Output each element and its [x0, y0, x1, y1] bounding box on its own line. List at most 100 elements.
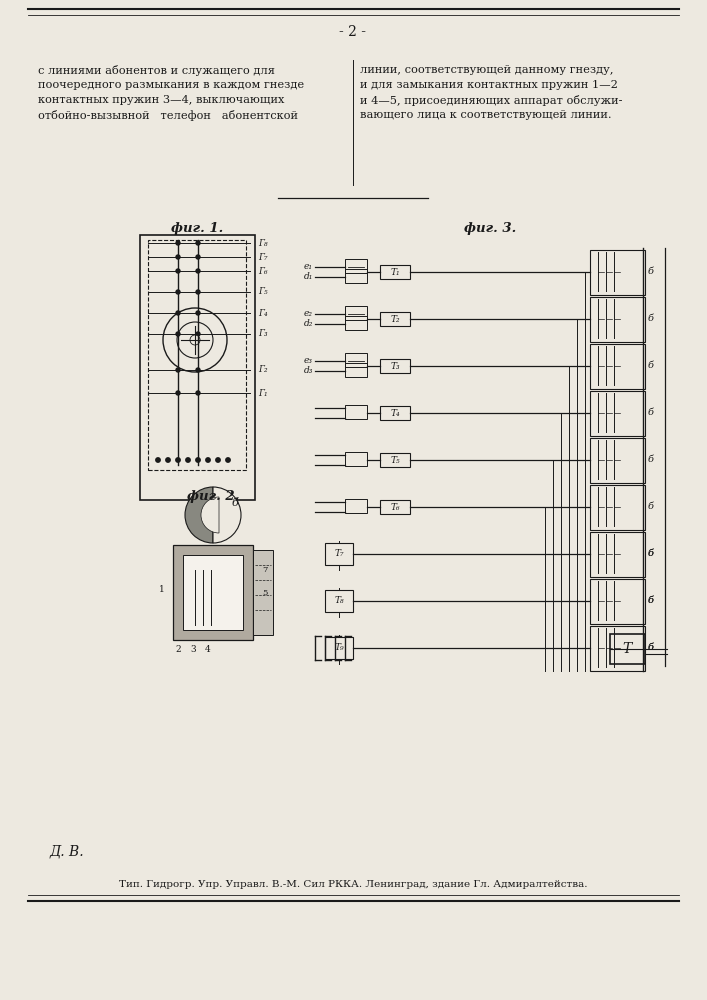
Bar: [183, 555, 243, 630]
Text: d₃: d₃: [303, 366, 313, 375]
Text: 4: 4: [205, 645, 211, 654]
Bar: [148, 240, 246, 470]
Text: б: б: [648, 549, 654, 558]
Text: и 4—5, присоединяющих аппарат обслужи-: и 4—5, присоединяющих аппарат обслужи-: [360, 95, 622, 106]
Bar: [345, 452, 367, 466]
Text: б: б: [231, 498, 238, 508]
Circle shape: [196, 458, 200, 462]
Text: T₄: T₄: [390, 409, 400, 418]
Bar: [345, 353, 367, 366]
Circle shape: [196, 391, 200, 395]
Text: T₈: T₈: [334, 596, 344, 605]
Circle shape: [176, 311, 180, 315]
Circle shape: [190, 335, 200, 345]
Text: б: б: [648, 596, 654, 605]
Text: Г₈: Г₈: [258, 238, 268, 247]
Circle shape: [176, 391, 180, 395]
Text: 3: 3: [190, 645, 196, 654]
Text: Г₅: Г₅: [258, 288, 268, 296]
Bar: [380, 264, 410, 278]
Bar: [345, 362, 367, 376]
Bar: [345, 316, 367, 330]
Text: Г₄: Г₄: [258, 308, 268, 318]
Text: T₁: T₁: [390, 268, 400, 277]
Text: T: T: [622, 642, 631, 656]
Circle shape: [216, 458, 220, 462]
Circle shape: [206, 458, 210, 462]
Text: б: б: [648, 314, 654, 323]
Text: с линиями абонентов и служащего для: с линиями абонентов и служащего для: [38, 65, 275, 76]
Circle shape: [196, 332, 200, 336]
Text: Г₁: Г₁: [258, 388, 268, 397]
Circle shape: [186, 458, 190, 462]
Bar: [325, 589, 353, 611]
Wedge shape: [213, 487, 241, 543]
Circle shape: [196, 255, 200, 259]
Bar: [325, 637, 353, 658]
Circle shape: [196, 368, 200, 372]
Bar: [325, 542, 353, 564]
Text: T₂: T₂: [390, 315, 400, 324]
Text: 2: 2: [175, 645, 181, 654]
Circle shape: [176, 241, 180, 245]
Text: Д. В.: Д. В.: [50, 845, 85, 859]
Bar: [590, 579, 645, 624]
Text: T₅: T₅: [390, 456, 400, 465]
Text: отбойно-вызывной   телефон   абонентской: отбойно-вызывной телефон абонентской: [38, 110, 298, 121]
Circle shape: [196, 241, 200, 245]
Bar: [590, 485, 645, 530]
Text: Тип. Гидрогр. Упр. Управл. В.-М. Сил РККА. Ленинград, здание Гл. Адмиралтейства.: Тип. Гидрогр. Упр. Управл. В.-М. Сил РКК…: [119, 880, 588, 889]
Text: e₂: e₂: [304, 309, 313, 318]
Wedge shape: [185, 487, 213, 543]
Text: б: б: [648, 643, 654, 652]
Text: б: б: [648, 267, 654, 276]
Text: T₃: T₃: [390, 362, 400, 371]
Bar: [140, 235, 255, 500]
Bar: [173, 545, 253, 640]
Circle shape: [196, 290, 200, 294]
Bar: [380, 406, 410, 420]
Bar: [610, 634, 645, 664]
Bar: [345, 498, 367, 512]
Text: б: б: [648, 455, 654, 464]
Text: б: б: [648, 361, 654, 370]
Text: б: б: [648, 549, 654, 558]
Text: линии, соответствующей данному гнезду,: линии, соответствующей данному гнезду,: [360, 65, 614, 75]
Bar: [380, 312, 410, 326]
Circle shape: [166, 458, 170, 462]
Text: d₂: d₂: [303, 319, 313, 328]
Bar: [590, 532, 645, 577]
Wedge shape: [201, 497, 219, 533]
Text: фиг. 1.: фиг. 1.: [171, 222, 223, 235]
Circle shape: [196, 311, 200, 315]
Circle shape: [226, 458, 230, 462]
Bar: [345, 306, 367, 320]
Text: Г₂: Г₂: [258, 365, 268, 374]
Bar: [345, 268, 367, 282]
Bar: [590, 391, 645, 436]
Bar: [345, 404, 367, 418]
Bar: [380, 499, 410, 514]
Circle shape: [176, 255, 180, 259]
Bar: [345, 258, 367, 272]
Circle shape: [176, 458, 180, 462]
Circle shape: [176, 332, 180, 336]
Text: б: б: [648, 408, 654, 417]
Bar: [590, 297, 645, 342]
Circle shape: [176, 269, 180, 273]
Text: фиг. 2.: фиг. 2.: [187, 490, 239, 503]
Text: T₉: T₉: [334, 643, 344, 652]
Circle shape: [176, 290, 180, 294]
Text: Г₇: Г₇: [258, 252, 268, 261]
Bar: [590, 626, 645, 671]
Text: поочередного размыкания в каждом гнезде: поочередного размыкания в каждом гнезде: [38, 80, 304, 90]
Bar: [253, 550, 273, 635]
Bar: [590, 344, 645, 389]
Text: 5: 5: [262, 589, 268, 597]
Circle shape: [196, 269, 200, 273]
Circle shape: [176, 368, 180, 372]
Bar: [590, 438, 645, 483]
Text: d₁: d₁: [303, 272, 313, 281]
Bar: [380, 452, 410, 466]
Text: б: б: [648, 643, 654, 652]
